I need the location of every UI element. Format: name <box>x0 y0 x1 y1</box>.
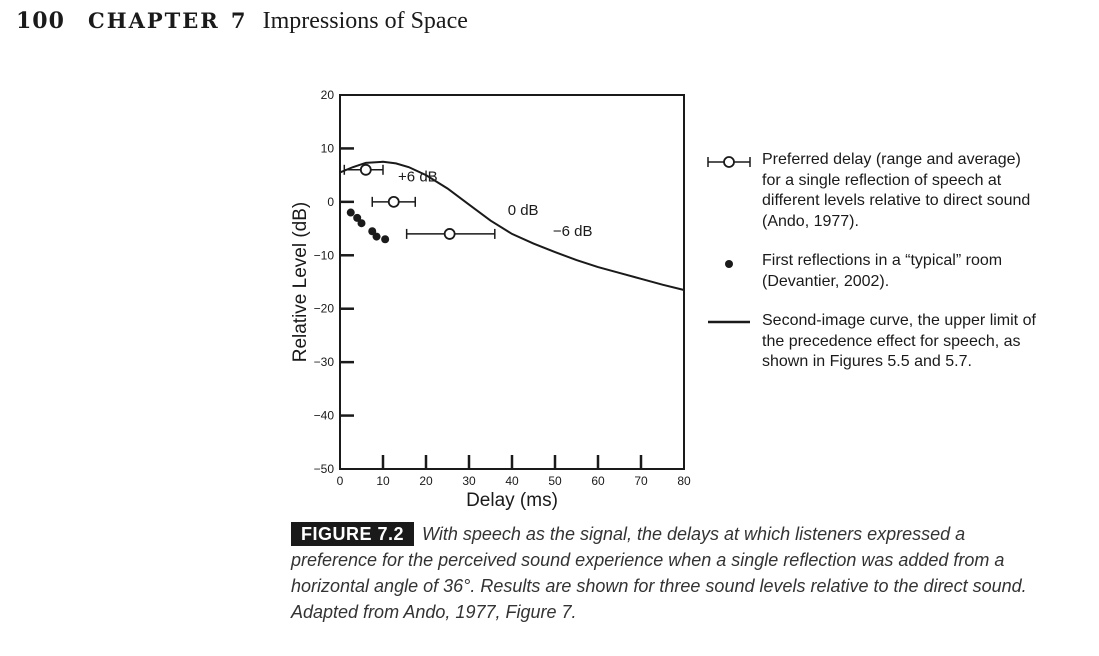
y-tick-label: 20 <box>321 88 335 102</box>
y-tick-label: −50 <box>314 462 335 476</box>
x-tick-label: 60 <box>591 474 605 488</box>
legend-entry-second-image-curve: Second-image curve, the upper limit of th… <box>762 311 1036 373</box>
legend-line-text: the precedence effect for speech, as <box>762 332 1021 350</box>
x-tick-label: 50 <box>548 474 562 488</box>
legend-line-text: Second-image curve, the upper limit of <box>762 312 1036 329</box>
y-tick-label: 0 <box>327 195 334 209</box>
average-point <box>387 195 400 208</box>
legend-symbols <box>707 156 751 324</box>
x-tick-label: 80 <box>677 474 691 488</box>
y-axis-ticks: 20 10 0 −10 −20 −30 −40 −50 <box>314 88 354 476</box>
y-tick-label: −10 <box>314 248 335 262</box>
y-tick-label: −30 <box>314 355 335 369</box>
x-axis-title: Delay (ms) <box>466 490 558 511</box>
average-point <box>443 228 456 240</box>
page-header: 100 CHAPTER 7 Impressions of Space <box>16 8 468 35</box>
figure-label: FIGURE 7.2 <box>291 522 415 546</box>
x-tick-label: 10 <box>376 474 390 488</box>
legend-line-text: for a single reflection of speech at <box>762 171 1002 189</box>
legend-line-text: (Devantier, 2002). <box>762 272 890 290</box>
page-number: 100 <box>16 8 65 34</box>
legend-entry-first-reflections: First reflections in a “typical” room (De… <box>762 251 1002 292</box>
x-tick-label: 20 <box>419 474 433 488</box>
chapter-title: Impressions of Space <box>262 8 468 34</box>
reflection-point <box>353 213 362 222</box>
preferred-delay-series: +6 dB 0 dB −6 dB <box>343 163 593 240</box>
y-tick-label: 10 <box>321 141 335 155</box>
caption-text: With speech as the signal, the delays at… <box>291 524 1027 622</box>
legend-open-circle <box>723 156 735 168</box>
x-tick-label: 70 <box>634 474 648 488</box>
x-tick-label: 40 <box>505 474 519 488</box>
plot-frame <box>339 94 685 470</box>
first-reflections-series <box>346 208 390 244</box>
legend-entry-preferred-delay: Preferred delay (range and average) for a… <box>762 150 1030 232</box>
level-label: −6 dB <box>553 223 593 240</box>
x-tick-label: 0 <box>337 474 344 488</box>
reflection-point <box>381 235 390 244</box>
chapter-label: CHAPTER <box>88 8 220 33</box>
legend-line-text: First reflections in a “typical” room <box>762 252 1003 269</box>
average-point <box>359 163 372 176</box>
x-tick-label: 30 <box>462 474 476 488</box>
y-tick-label: −40 <box>314 409 335 423</box>
legend-line-text: Preferred delay (range and average) <box>762 151 1021 168</box>
legend-line-text: shown in Figures 5.5 and 5.7. <box>762 353 972 370</box>
x-axis-ticks: 0 10 20 30 40 50 60 70 80 <box>337 455 691 488</box>
second-image-curve <box>339 160 685 291</box>
reflection-point <box>346 208 355 217</box>
legend-line-text: different levels relative to direct soun… <box>762 192 1031 209</box>
chapter-number: 7 <box>230 8 246 33</box>
legend-line-text: (Ando, 1977). <box>762 212 859 230</box>
level-label: +6 dB <box>398 169 438 186</box>
reflection-point <box>368 227 377 236</box>
legend-filled-dot <box>725 260 733 268</box>
delay-level-chart: 20 10 0 −10 −20 −30 −40 −50 0 10 20 30 40 50 60 70 80 +… <box>290 88 751 511</box>
figure-caption: FIGURE 7.2 With speech as the signal, the… <box>291 521 1051 625</box>
reflection-point <box>357 219 366 228</box>
y-tick-label: −20 <box>314 302 335 316</box>
y-axis-title: Relative Level (dB) <box>290 202 311 363</box>
level-label: 0 dB <box>508 202 539 219</box>
reflection-point <box>372 232 381 241</box>
